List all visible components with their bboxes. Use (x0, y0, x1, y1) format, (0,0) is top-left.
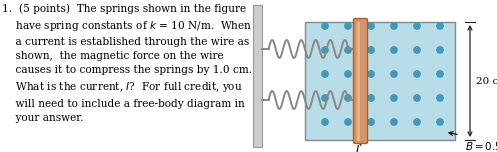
Circle shape (414, 23, 420, 29)
Circle shape (391, 71, 397, 77)
Circle shape (322, 95, 328, 101)
Circle shape (437, 47, 443, 53)
Circle shape (368, 95, 374, 101)
Circle shape (391, 95, 397, 101)
Text: 20 cm: 20 cm (476, 76, 497, 85)
Bar (305, 22, 455, 140)
Circle shape (322, 119, 328, 125)
Circle shape (391, 47, 397, 53)
Circle shape (345, 47, 351, 53)
Circle shape (322, 23, 328, 29)
Circle shape (345, 119, 351, 125)
Text: $B = 0.5$ T: $B = 0.5$ T (465, 140, 497, 152)
Circle shape (368, 23, 374, 29)
Circle shape (414, 71, 420, 77)
Circle shape (391, 119, 397, 125)
Circle shape (437, 71, 443, 77)
FancyBboxPatch shape (353, 19, 367, 143)
Circle shape (368, 71, 374, 77)
Circle shape (368, 119, 374, 125)
Circle shape (437, 119, 443, 125)
Circle shape (437, 95, 443, 101)
Text: $I$: $I$ (354, 143, 359, 152)
Circle shape (414, 95, 420, 101)
Circle shape (368, 47, 374, 53)
Circle shape (345, 71, 351, 77)
Circle shape (414, 47, 420, 53)
Circle shape (322, 71, 328, 77)
Circle shape (322, 47, 328, 53)
Text: 1.  (5 points)  The springs shown in the figure
    have spring constants of $k$: 1. (5 points) The springs shown in the f… (2, 3, 252, 123)
Bar (253, 5, 262, 147)
Circle shape (414, 119, 420, 125)
Circle shape (437, 23, 443, 29)
Circle shape (345, 95, 351, 101)
Circle shape (345, 23, 351, 29)
Circle shape (391, 23, 397, 29)
